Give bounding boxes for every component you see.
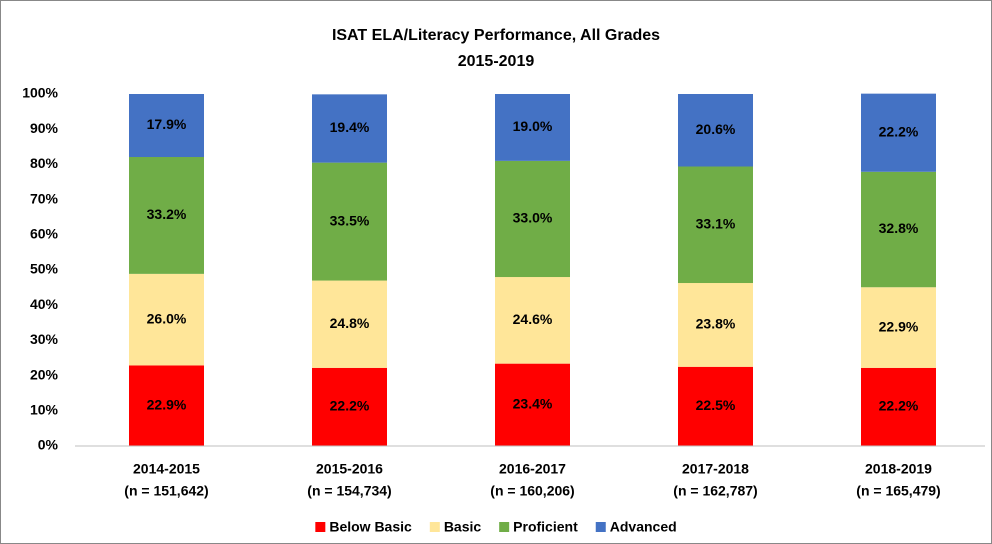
bar-segment: [678, 366, 753, 446]
data-label: 22.9%: [879, 318, 919, 334]
bar-segment: [678, 283, 753, 367]
x-tick-label: (n = 162,787): [673, 483, 757, 499]
data-label: 22.2%: [330, 398, 370, 414]
x-tick-label: (n = 160,206): [490, 483, 574, 499]
data-label: 20.6%: [696, 121, 736, 137]
data-label: 24.6%: [513, 311, 553, 327]
x-tick-label: (n = 154,734): [307, 483, 391, 499]
y-tick-label: 90%: [30, 120, 59, 136]
y-tick-label: 50%: [30, 261, 59, 277]
data-label: 23.8%: [696, 316, 736, 332]
x-tick-label: 2018-2019: [865, 461, 932, 477]
x-tick-label: 2017-2018: [682, 461, 749, 477]
data-label: 19.0%: [513, 118, 553, 134]
legend-swatch: [595, 522, 606, 532]
bar-segment: [861, 287, 936, 368]
y-tick-label: 100%: [22, 85, 58, 101]
data-label: 19.4%: [330, 119, 370, 135]
y-tick-label: 40%: [30, 296, 59, 312]
legend-label: Advanced: [610, 519, 677, 535]
bar-segment: [312, 162, 387, 281]
x-tick-label: 2015-2016: [316, 461, 383, 477]
bar-segment: [129, 157, 204, 274]
bar-segment: [861, 367, 936, 446]
data-label: 33.0%: [513, 210, 553, 226]
y-tick-label: 0%: [38, 437, 59, 453]
bar-segment: [312, 367, 387, 446]
bar-segment: [312, 94, 387, 163]
legend-swatch: [499, 522, 510, 532]
data-label: 22.2%: [879, 123, 919, 139]
chart-title: ISAT ELA/Literacy Performance, All Grade…: [332, 27, 660, 44]
data-label: 26.0%: [147, 310, 187, 326]
data-label: 22.2%: [879, 398, 919, 414]
bar-segment: [129, 94, 204, 158]
x-tick-label: (n = 151,642): [124, 483, 208, 499]
chart-subtitle: 2015-2019: [458, 53, 535, 70]
bar-segment: [678, 94, 753, 167]
legend-label: Basic: [444, 519, 482, 535]
bar-segment: [495, 363, 570, 446]
y-tick-label: 60%: [30, 226, 59, 242]
bar-segment: [495, 94, 570, 161]
data-label: 17.9%: [147, 116, 187, 132]
bar-segment: [495, 277, 570, 364]
data-label: 33.2%: [147, 206, 187, 222]
data-label: 22.9%: [147, 396, 187, 412]
legend-label: Proficient: [513, 519, 578, 535]
x-tick-label: (n = 165,479): [856, 483, 940, 499]
data-label: 23.4%: [513, 396, 553, 412]
bar-segment: [861, 171, 936, 288]
data-label: 24.8%: [330, 315, 370, 331]
legend-swatch: [429, 522, 440, 532]
legend-label: Below Basic: [329, 519, 412, 535]
y-tick-label: 20%: [30, 366, 59, 382]
legend-swatch: [315, 522, 326, 532]
data-label: 22.5%: [696, 397, 736, 413]
data-label: 33.1%: [696, 215, 736, 231]
x-tick-label: 2016-2017: [499, 461, 566, 477]
data-label: 32.8%: [879, 220, 919, 236]
y-tick-label: 70%: [30, 190, 59, 206]
y-tick-label: 10%: [30, 402, 59, 418]
data-label: 33.5%: [330, 212, 370, 228]
bar-segment: [861, 93, 936, 172]
bar-segment: [495, 160, 570, 278]
bar-segment: [312, 280, 387, 368]
x-tick-label: 2014-2015: [133, 461, 200, 477]
bar-segment: [678, 166, 753, 284]
bar-segment: [129, 365, 204, 446]
bar-segment: [129, 273, 204, 366]
y-tick-label: 30%: [30, 331, 59, 347]
y-tick-label: 80%: [30, 155, 59, 171]
